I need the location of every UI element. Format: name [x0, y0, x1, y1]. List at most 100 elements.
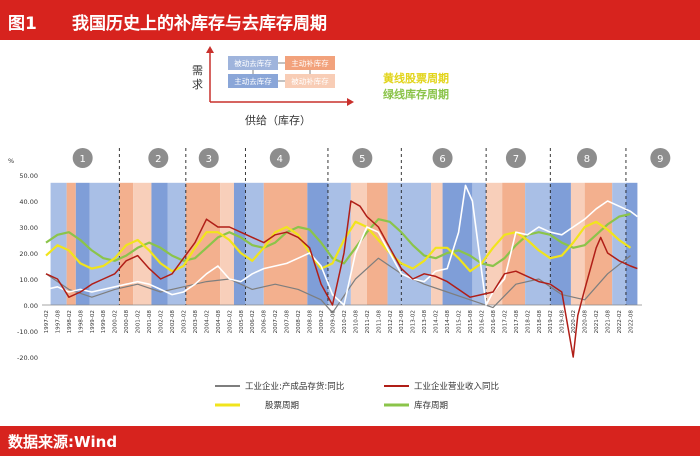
cycle-marker-label: 6	[439, 154, 445, 165]
phase-band	[431, 182, 443, 305]
cycle-marker-label: 2	[155, 154, 161, 165]
phase-band	[570, 182, 585, 305]
x-tick-label: 2012-08	[399, 310, 405, 334]
x-tick-label: 2015-02	[457, 310, 463, 333]
x-tick-label: 2021-08	[606, 310, 612, 334]
legend-label-inventory: 工业企业:产成品存货:同比	[245, 381, 344, 392]
y-tick-label: 50.00	[19, 172, 38, 180]
cycle-marker-badge	[650, 148, 671, 168]
diagram-demand-char-2: 求	[192, 78, 203, 91]
x-tick-label: 2017-02	[502, 310, 508, 333]
diagram-y-arrow-icon	[206, 46, 214, 53]
diagram-box-active-restock	[285, 56, 335, 70]
phase-band	[401, 182, 432, 305]
cycle-marker-badge	[505, 148, 526, 168]
phase-band	[387, 182, 402, 305]
diagram-box-passive-destock	[228, 56, 278, 70]
diagram-box-label: 主动去库存	[234, 76, 272, 86]
cycle-marker-label: 3	[206, 154, 212, 165]
legend-label-stock-cycle: 股票周期	[265, 401, 299, 411]
cycle-marker-label: 1	[79, 154, 85, 165]
x-tick-label: 1998-08	[78, 310, 84, 334]
y-axis-unit: %	[8, 157, 14, 165]
stock-cycle-note: 黄线股票周期	[383, 71, 449, 85]
y-tick-label: 30.00	[19, 224, 38, 232]
x-tick-label: 2002-02	[159, 310, 165, 333]
diagram-box-passive-restock	[285, 74, 335, 88]
diagram-box-active-destock	[228, 74, 278, 88]
chart-legend: 工业企业:产成品存货:同比 工业企业营业收入同比 股票周期 库存周期	[215, 381, 499, 411]
cycle-diagram: 需 求 被动去库存 主动补库存 主动去库存 被动补库存 供给（库存）	[192, 46, 354, 127]
plot-area: 50.00 40.00 30.00 20.00 10.00 0.00 -10.00 -20.0…	[8, 148, 671, 362]
phase-band	[612, 182, 626, 305]
x-tick-label: 2022-02	[617, 310, 623, 333]
y-tick-label: 40.00	[19, 198, 38, 206]
cycle-marker-label: 7	[513, 154, 519, 165]
x-tick-label: 2010-08	[353, 310, 359, 334]
phase-band	[50, 182, 67, 305]
diagram-x-arrow-icon	[347, 98, 354, 106]
x-tick-label: 2013-08	[422, 310, 428, 334]
x-tick-label: 1999-02	[90, 310, 96, 333]
series-line-stock-cycle	[45, 220, 632, 273]
x-tick-label: 2013-02	[411, 310, 417, 333]
x-tick-label: 2009-02	[319, 310, 325, 333]
x-tick-label: 2000-08	[124, 310, 130, 334]
x-tick-label: 2016-08	[491, 310, 497, 334]
y-tick-label: 0.00	[24, 302, 38, 310]
x-tick-label: 2014-08	[445, 310, 451, 334]
y-tick-label: -10.00	[17, 328, 38, 336]
series-line-grey-series	[45, 255, 631, 314]
x-tick-label: 2005-08	[239, 310, 245, 334]
phase-band	[366, 182, 388, 305]
x-tick-label: 2005-02	[227, 310, 233, 333]
series-line-revenue	[45, 200, 638, 358]
phase-band	[327, 182, 351, 305]
x-tick-label: 2008-02	[296, 310, 302, 333]
x-tick-label: 2007-02	[273, 310, 279, 333]
x-tick-label: 2011-02	[365, 310, 371, 333]
phase-band	[442, 182, 473, 305]
figure-header: 图1 我国历史上的补库存与去库存周期	[0, 0, 700, 40]
x-tick-label: 2011-08	[376, 310, 382, 334]
x-tick-label: 2019-02	[548, 310, 554, 333]
cycle-marker-label: 8	[584, 154, 590, 165]
cycle-marker-badge	[269, 148, 290, 168]
x-tick-label: 2018-02	[525, 310, 531, 333]
phase-band	[220, 182, 234, 305]
x-tick-label: 2020-08	[583, 310, 589, 334]
x-tick-label: 2003-08	[193, 310, 199, 334]
x-tick-label: 2001-02	[136, 310, 142, 333]
x-tick-label: 2004-02	[204, 310, 210, 333]
x-tick-label: 2016-02	[479, 310, 485, 333]
legend-label-inventory-cycle: 库存周期	[414, 400, 448, 411]
inventory-cycle-note: 绿线库存周期	[383, 87, 449, 101]
x-tick-label: 1998-02	[67, 310, 73, 333]
figure-number: 图1	[8, 14, 37, 34]
figure-title: 我国历史上的补库存与去库存周期	[72, 14, 327, 34]
y-tick-label: 10.00	[19, 276, 38, 284]
diagram-box-label: 被动补库存	[291, 76, 329, 86]
cycle-marker-badge	[198, 148, 219, 168]
x-tick-label: 2008-08	[308, 310, 314, 334]
x-tick-label: 2006-08	[262, 310, 268, 334]
diagram-x-axis-label: 供给（库存）	[245, 113, 311, 127]
phase-band	[75, 182, 90, 305]
cycle-marker-badge	[352, 148, 373, 168]
x-tick-label: 2009-08	[330, 310, 336, 334]
x-tick-label: 2012-02	[388, 310, 394, 333]
cycle-marker-label: 9	[657, 154, 663, 165]
phase-band	[119, 182, 134, 305]
phase-band	[307, 182, 328, 305]
x-tick-label: 2021-02	[594, 310, 600, 333]
legend-label-revenue: 工业企业营业收入同比	[414, 381, 499, 392]
diagram-box-label: 被动去库存	[234, 58, 272, 68]
phase-band	[66, 182, 76, 305]
x-tick-label: 2003-02	[181, 310, 187, 333]
figure-footer: 数据来源:Wind	[0, 426, 700, 456]
x-tick-label: 2014-02	[434, 310, 440, 333]
x-tick-label: 2018-08	[537, 310, 543, 334]
chart-canvas: 需 求 被动去库存 主动补库存 主动去库存 被动补库存 供给（库存） 黄线股票周…	[8, 46, 671, 411]
phase-band	[525, 182, 551, 305]
